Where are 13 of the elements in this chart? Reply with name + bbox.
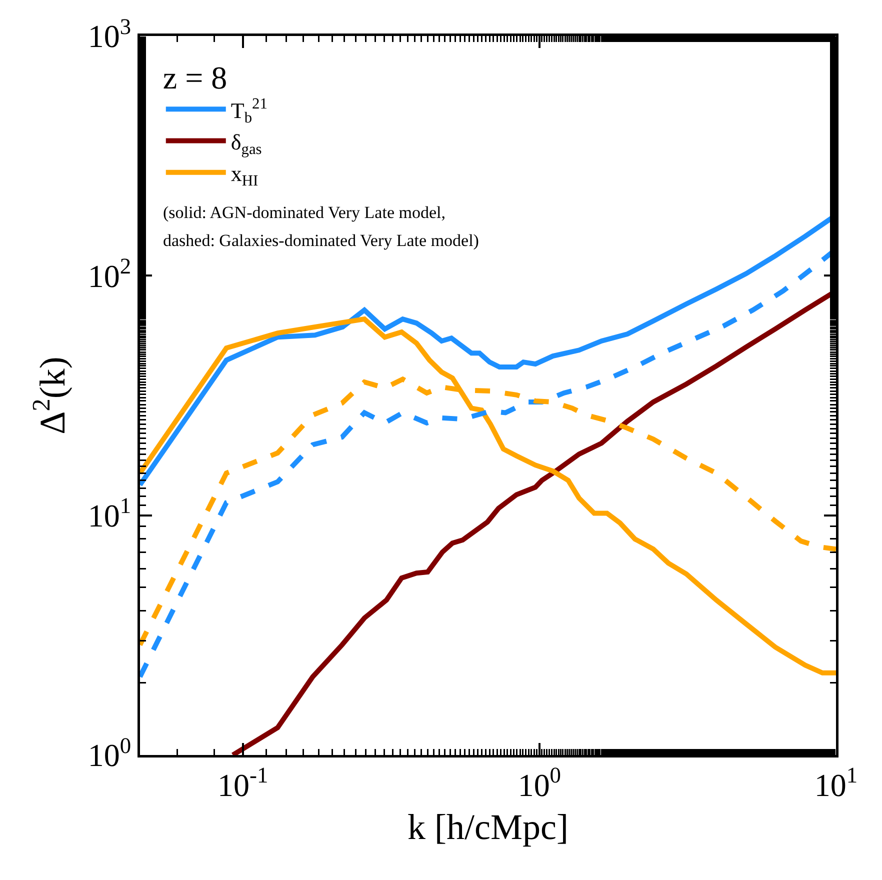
y-tick-label: 10$^{2}$ [88,253,132,294]
annotation: dashed: Galaxies-dominated Very Late model) [163,231,479,250]
x-tick-label: 10$^{-1}$ [218,762,268,803]
x-tick-label: 10$^{0}$ [518,762,562,803]
legend-title: z = 8 [162,59,228,96]
y-tick-label: 10$^{3}$ [88,14,132,54]
legend-label: x$_{HI}$ [230,160,258,190]
annotation: (solid: AGN-dominated Very Late model, [163,203,446,222]
legend-label: δ$_{gas}$ [230,129,262,158]
y-tick-label: 10$^{1}$ [88,493,132,534]
x-tick-label: 10$^{1}$ [814,762,858,803]
x-axis-title: k [h/cMpc] [408,806,568,847]
y-tick-label: 10$^{0}$ [88,732,132,774]
